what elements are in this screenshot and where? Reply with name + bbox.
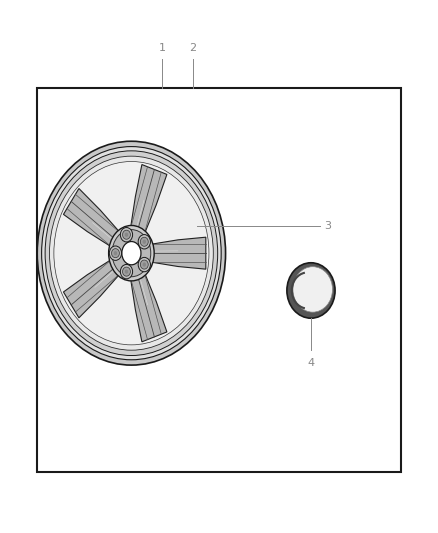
Polygon shape — [64, 251, 131, 318]
Ellipse shape — [138, 257, 150, 272]
Ellipse shape — [140, 237, 148, 246]
Ellipse shape — [125, 232, 128, 237]
Text: 1: 1 — [159, 43, 166, 53]
Ellipse shape — [123, 230, 131, 239]
Ellipse shape — [120, 264, 133, 279]
Ellipse shape — [293, 266, 332, 312]
Text: 3: 3 — [324, 221, 331, 231]
Ellipse shape — [37, 141, 226, 365]
Ellipse shape — [125, 270, 128, 274]
Ellipse shape — [45, 151, 218, 356]
Polygon shape — [128, 165, 167, 251]
Text: 4: 4 — [307, 358, 314, 368]
Ellipse shape — [138, 235, 150, 249]
Ellipse shape — [287, 263, 335, 318]
Ellipse shape — [109, 225, 154, 281]
Text: 2: 2 — [189, 43, 196, 53]
Polygon shape — [128, 256, 167, 342]
Ellipse shape — [49, 156, 213, 350]
Ellipse shape — [142, 262, 146, 266]
Ellipse shape — [123, 267, 131, 276]
Ellipse shape — [112, 248, 120, 258]
Ellipse shape — [54, 161, 209, 345]
Ellipse shape — [114, 251, 117, 255]
Ellipse shape — [112, 230, 151, 277]
Ellipse shape — [122, 241, 141, 265]
Ellipse shape — [110, 246, 122, 260]
Ellipse shape — [142, 240, 146, 244]
Ellipse shape — [42, 147, 221, 360]
Polygon shape — [136, 237, 206, 269]
Bar — [37, 88, 401, 472]
Ellipse shape — [120, 228, 133, 242]
Polygon shape — [64, 189, 131, 255]
Ellipse shape — [140, 260, 148, 269]
